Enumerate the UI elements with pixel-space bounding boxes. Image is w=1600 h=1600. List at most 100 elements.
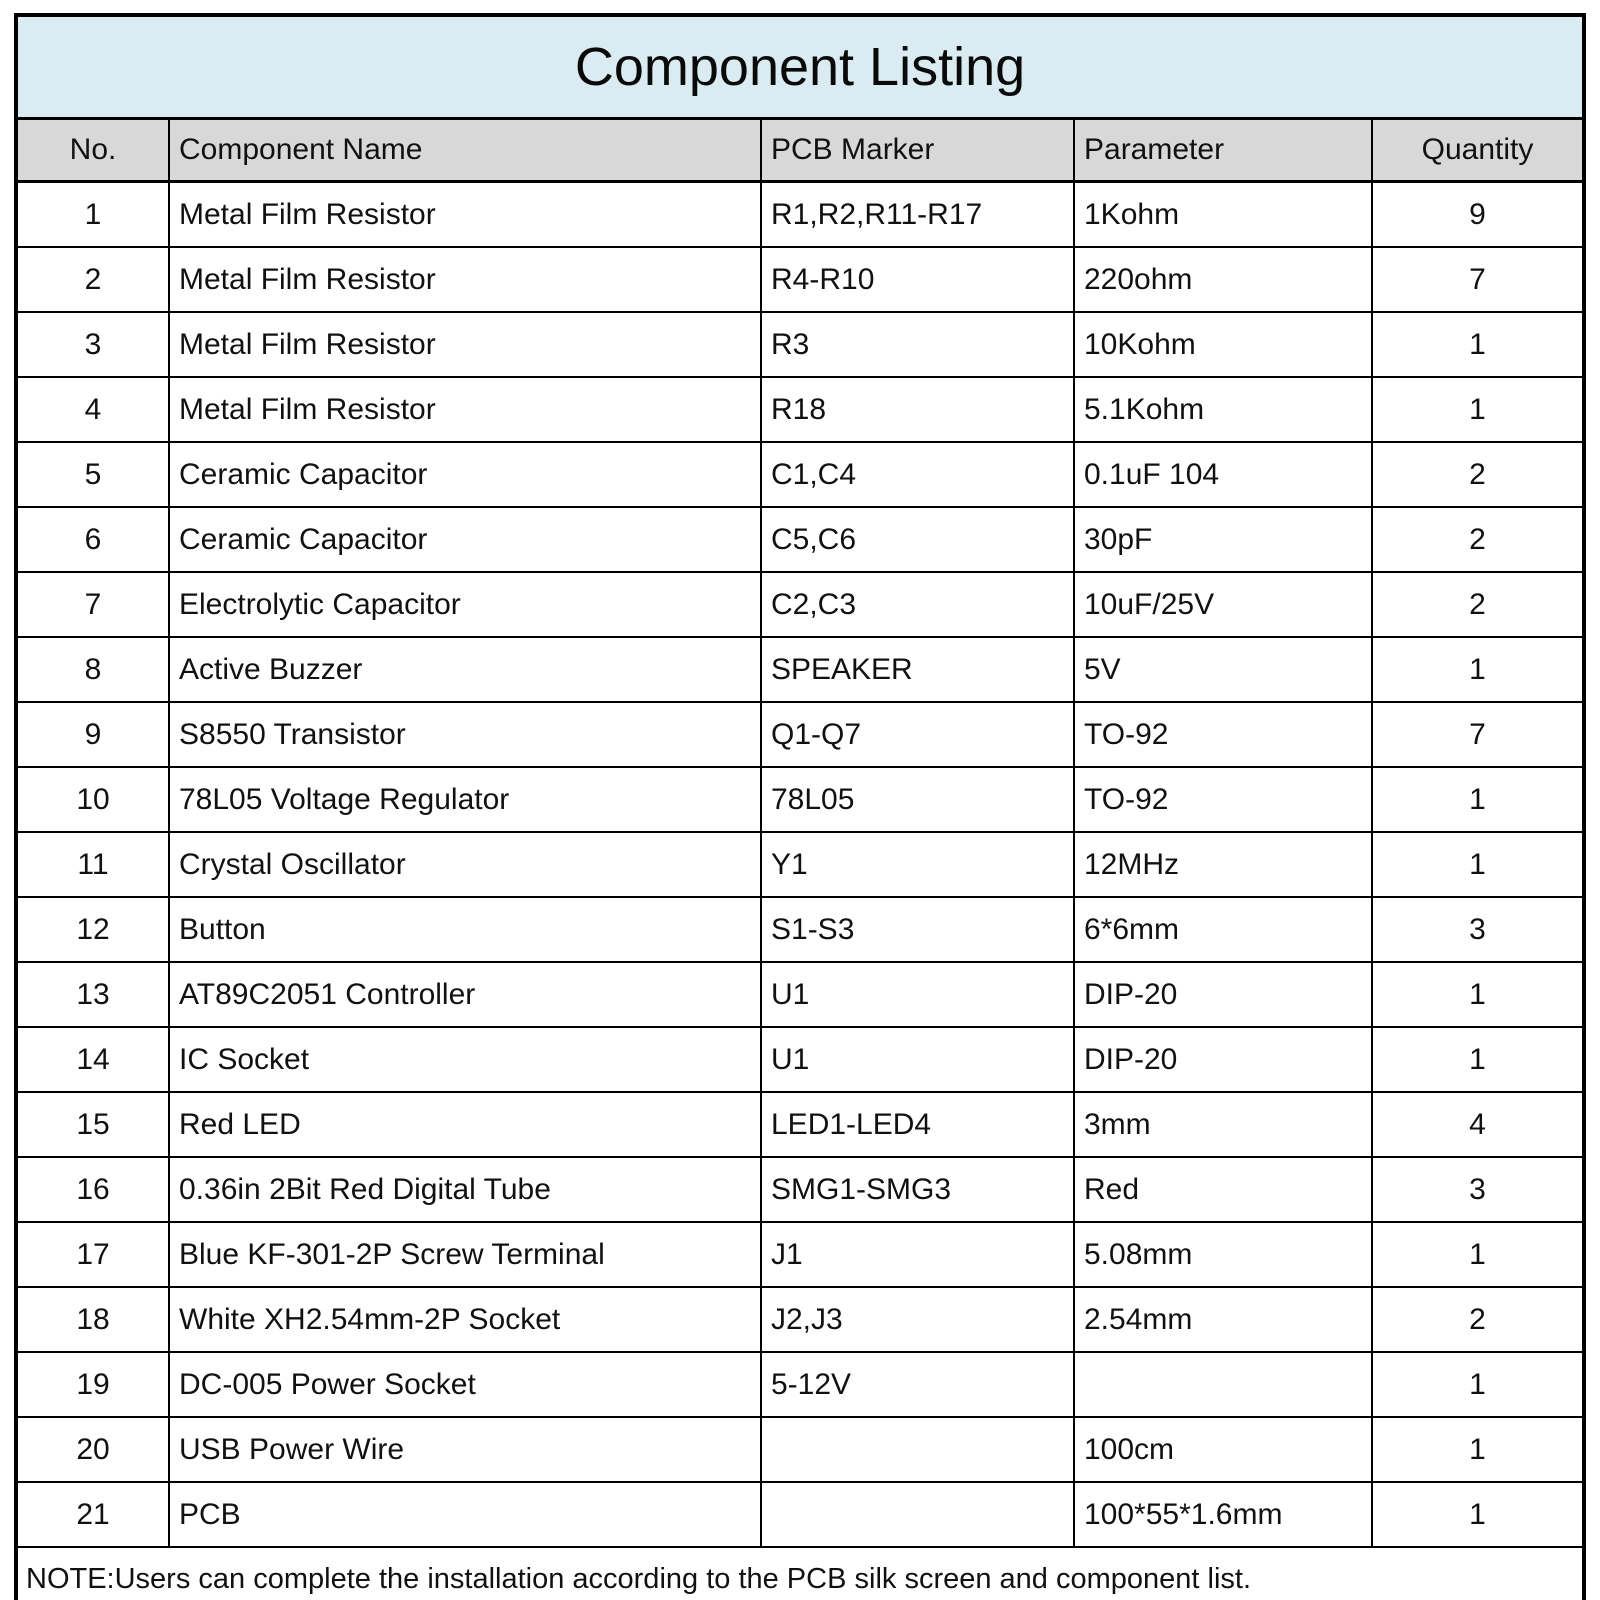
cell-parameter: 1Kohm [1073, 180, 1373, 248]
table-row: 16 0.36in 2Bit Red Digital Tube SMG1-SMG3 R… [15, 1156, 1586, 1223]
cell-pcb-marker: U1 [760, 961, 1075, 1028]
cell-pcb-marker: R4-R10 [760, 246, 1075, 313]
cell-parameter: 3mm [1073, 1091, 1373, 1158]
cell-no: 13 [15, 961, 170, 1028]
cell-quantity: 1 [1370, 1416, 1586, 1483]
cell-no: 19 [15, 1351, 170, 1418]
cell-pcb-marker: C5,C6 [760, 506, 1075, 573]
cell-pcb-marker: S1-S3 [760, 896, 1075, 963]
cell-parameter: DIP-20 [1073, 1026, 1373, 1093]
cell-component-name: 0.36in 2Bit Red Digital Tube [168, 1156, 762, 1223]
cell-parameter: TO-92 [1073, 766, 1373, 833]
cell-parameter: 12MHz [1073, 831, 1373, 898]
cell-parameter: DIP-20 [1073, 961, 1373, 1028]
component-listing-table: Component Listing No. Component Name PCB… [14, 13, 1587, 1600]
cell-component-name: DC-005 Power Socket [168, 1351, 762, 1418]
column-header-parameter: Parameter [1073, 117, 1373, 183]
cell-no: 8 [15, 636, 170, 703]
cell-quantity: 9 [1370, 180, 1586, 248]
cell-pcb-marker: SPEAKER [760, 636, 1075, 703]
cell-pcb-marker: 5-12V [760, 1351, 1075, 1418]
cell-component-name: AT89C2051 Controller [168, 961, 762, 1028]
cell-parameter: 2.54mm [1073, 1286, 1373, 1353]
cell-component-name: Metal Film Resistor [168, 311, 762, 378]
cell-no: 17 [15, 1221, 170, 1288]
cell-pcb-marker: LED1-LED4 [760, 1091, 1075, 1158]
cell-quantity: 1 [1370, 1221, 1586, 1288]
cell-pcb-marker: U1 [760, 1026, 1075, 1093]
table-row: 13 AT89C2051 Controller U1 DIP-20 1 [15, 961, 1586, 1028]
cell-quantity: 1 [1370, 376, 1586, 443]
cell-pcb-marker: R3 [760, 311, 1075, 378]
table-row: 12 Button S1-S3 6*6mm 3 [15, 896, 1586, 963]
table-row: 14 IC Socket U1 DIP-20 1 [15, 1026, 1586, 1093]
cell-no: 10 [15, 766, 170, 833]
cell-component-name: Red LED [168, 1091, 762, 1158]
cell-component-name: White XH2.54mm-2P Socket [168, 1286, 762, 1353]
table-row: 10 78L05 Voltage Regulator 78L05 TO-92 1 [15, 766, 1586, 833]
cell-no: 12 [15, 896, 170, 963]
header-row: No. Component Name PCB Marker Parameter … [15, 117, 1586, 183]
cell-pcb-marker: SMG1-SMG3 [760, 1156, 1075, 1223]
cell-component-name: Ceramic Capacitor [168, 441, 762, 508]
cell-parameter: 5.08mm [1073, 1221, 1373, 1288]
cell-quantity: 1 [1370, 1481, 1586, 1548]
cell-parameter: 5V [1073, 636, 1373, 703]
cell-component-name: 78L05 Voltage Regulator [168, 766, 762, 833]
cell-pcb-marker: R18 [760, 376, 1075, 443]
cell-no: 2 [15, 246, 170, 313]
cell-parameter: 6*6mm [1073, 896, 1373, 963]
cell-quantity: 1 [1370, 831, 1586, 898]
cell-quantity: 1 [1370, 636, 1586, 703]
cell-component-name: Metal Film Resistor [168, 246, 762, 313]
column-header-component-name: Component Name [168, 117, 762, 183]
cell-quantity: 1 [1370, 1351, 1586, 1418]
cell-parameter: 0.1uF 104 [1073, 441, 1373, 508]
cell-component-name: PCB [168, 1481, 762, 1548]
cell-pcb-marker [760, 1481, 1075, 1548]
table-row: 5 Ceramic Capacitor C1,C4 0.1uF 104 2 [15, 441, 1586, 508]
cell-component-name: S8550 Transistor [168, 701, 762, 768]
cell-quantity: 4 [1370, 1091, 1586, 1158]
cell-parameter: 100*55*1.6mm [1073, 1481, 1373, 1548]
cell-no: 16 [15, 1156, 170, 1223]
cell-no: 1 [15, 180, 170, 248]
cell-quantity: 1 [1370, 766, 1586, 833]
cell-quantity: 7 [1370, 246, 1586, 313]
column-header-quantity: Quantity [1370, 117, 1586, 183]
table-row: 21 PCB 100*55*1.6mm 1 [15, 1481, 1586, 1548]
cell-no: 7 [15, 571, 170, 638]
cell-quantity: 1 [1370, 1026, 1586, 1093]
cell-no: 5 [15, 441, 170, 508]
cell-quantity: 1 [1370, 961, 1586, 1028]
cell-quantity: 2 [1370, 571, 1586, 638]
page-title: Component Listing [14, 14, 1586, 120]
table-row: 9 S8550 Transistor Q1-Q7 TO-92 7 [15, 701, 1586, 768]
cell-no: 4 [15, 376, 170, 443]
cell-component-name: Crystal Oscillator [168, 831, 762, 898]
cell-parameter: 5.1Kohm [1073, 376, 1373, 443]
cell-parameter [1073, 1351, 1373, 1418]
table-row: 19 DC-005 Power Socket 5-12V 1 [15, 1351, 1586, 1418]
cell-pcb-marker: Q1-Q7 [760, 701, 1075, 768]
cell-component-name: Blue KF-301-2P Screw Terminal [168, 1221, 762, 1288]
cell-pcb-marker: 78L05 [760, 766, 1075, 833]
column-header-no: No. [15, 117, 170, 183]
note-text: NOTE:Users can complete the installation… [14, 1546, 1586, 1600]
cell-pcb-marker: J1 [760, 1221, 1075, 1288]
cell-component-name: Metal Film Resistor [168, 376, 762, 443]
cell-no: 6 [15, 506, 170, 573]
cell-parameter: 100cm [1073, 1416, 1373, 1483]
cell-quantity: 1 [1370, 311, 1586, 378]
cell-component-name: Ceramic Capacitor [168, 506, 762, 573]
cell-no: 15 [15, 1091, 170, 1158]
cell-component-name: Active Buzzer [168, 636, 762, 703]
column-header-pcb-marker: PCB Marker [760, 117, 1075, 183]
table-row: 8 Active Buzzer SPEAKER 5V 1 [15, 636, 1586, 703]
cell-quantity: 3 [1370, 1156, 1586, 1223]
table-row: 4 Metal Film Resistor R18 5.1Kohm 1 [15, 376, 1586, 443]
title-row: Component Listing [14, 14, 1586, 120]
table-row: 3 Metal Film Resistor R3 10Kohm 1 [15, 311, 1586, 378]
table-row: 2 Metal Film Resistor R4-R10 220ohm 7 [15, 246, 1586, 313]
cell-pcb-marker: R1,R2,R11-R17 [760, 180, 1075, 248]
